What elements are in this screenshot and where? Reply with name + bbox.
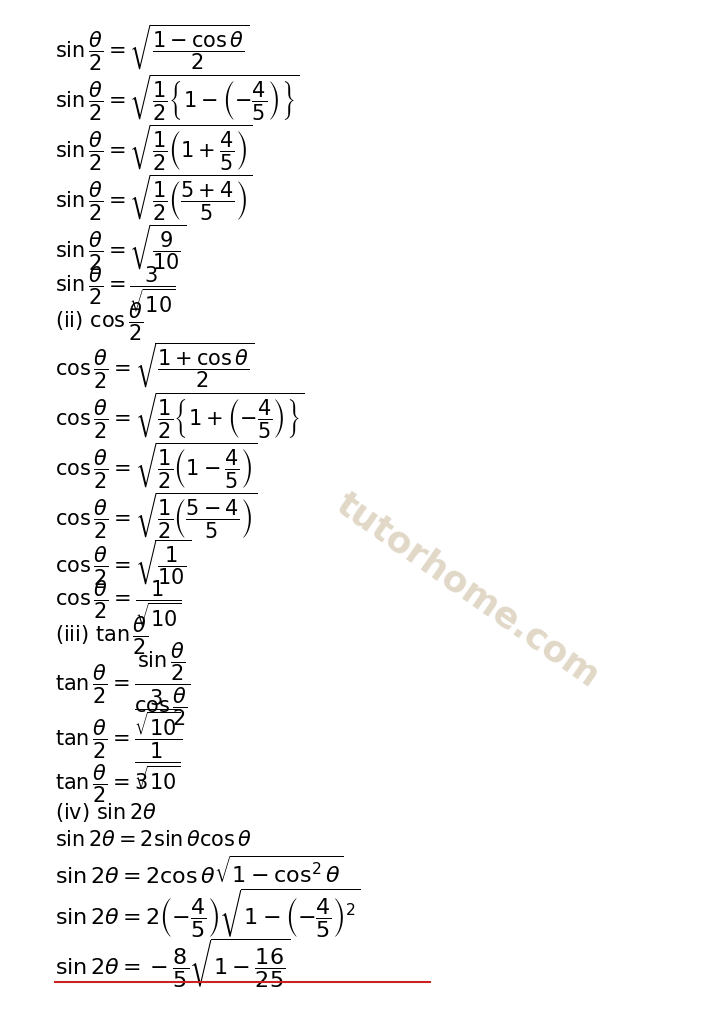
- Text: $\cos\dfrac{\theta}{2} = \sqrt{\dfrac{1+\cos\theta}{2}}$: $\cos\dfrac{\theta}{2} = \sqrt{\dfrac{1+…: [55, 341, 255, 391]
- Text: $\tan\dfrac{\theta}{2} = 3$: $\tan\dfrac{\theta}{2} = 3$: [55, 762, 148, 805]
- Text: $\sin 2\theta = -\dfrac{8}{5}\sqrt{1-\dfrac{16}{25}}$: $\sin 2\theta = -\dfrac{8}{5}\sqrt{1-\df…: [55, 937, 291, 989]
- Text: $\sin 2\theta = 2 \sin \theta \cos \theta$: $\sin 2\theta = 2 \sin \theta \cos \thet…: [55, 830, 252, 850]
- Text: (iv) $\sin 2\theta$: (iv) $\sin 2\theta$: [55, 800, 157, 824]
- Text: $\sin\dfrac{\theta}{2} = \sqrt{\dfrac{1}{2}\left\{1-\left(-\dfrac{4}{5}\right)\r: $\sin\dfrac{\theta}{2} = \sqrt{\dfrac{1}…: [55, 73, 300, 123]
- Text: tutorhome.com: tutorhome.com: [330, 487, 606, 694]
- Text: $\cos\dfrac{\theta}{2} = \sqrt{\dfrac{1}{2}\left(1-\dfrac{4}{5}\right)}$: $\cos\dfrac{\theta}{2} = \sqrt{\dfrac{1}…: [55, 441, 258, 491]
- Text: $\sin\dfrac{\theta}{2} = \sqrt{\dfrac{1}{2}\left(1+\dfrac{4}{5}\right)}$: $\sin\dfrac{\theta}{2} = \sqrt{\dfrac{1}…: [55, 123, 252, 173]
- Text: $\tan\dfrac{\theta}{2} = \dfrac{\dfrac{3}{\sqrt{10}}}{\dfrac{1}{\sqrt{10}}}$: $\tan\dfrac{\theta}{2} = \dfrac{\dfrac{3…: [55, 688, 183, 792]
- Text: $\cos\dfrac{\theta}{2} = \sqrt{\dfrac{1}{10}}$: $\cos\dfrac{\theta}{2} = \sqrt{\dfrac{1}…: [55, 538, 192, 588]
- Text: $\cos\dfrac{\theta}{2} = \sqrt{\dfrac{1}{2}\left\{1+\left(-\dfrac{4}{5}\right)\r: $\cos\dfrac{\theta}{2} = \sqrt{\dfrac{1}…: [55, 391, 305, 441]
- Text: $\sin\dfrac{\theta}{2} = \sqrt{\dfrac{1}{2}\left(\dfrac{5+4}{5}\right)}$: $\sin\dfrac{\theta}{2} = \sqrt{\dfrac{1}…: [55, 173, 252, 223]
- Text: $\tan\dfrac{\theta}{2} = \dfrac{\sin\dfrac{\theta}{2}}{\cos\dfrac{\theta}{2}}$: $\tan\dfrac{\theta}{2} = \dfrac{\sin\dfr…: [55, 640, 191, 728]
- Text: $\sin 2\theta = 2\left(-\dfrac{4}{5}\right)\sqrt{1-\left(-\dfrac{4}{5}\right)^2}: $\sin 2\theta = 2\left(-\dfrac{4}{5}\rig…: [55, 887, 361, 940]
- Text: $\sin\dfrac{\theta}{2} = \sqrt{\dfrac{9}{10}}$: $\sin\dfrac{\theta}{2} = \sqrt{\dfrac{9}…: [55, 223, 186, 273]
- Text: (iii) $\tan\dfrac{\theta}{2}$: (iii) $\tan\dfrac{\theta}{2}$: [55, 615, 148, 658]
- Text: (ii) $\cos\dfrac{\theta}{2}$: (ii) $\cos\dfrac{\theta}{2}$: [55, 300, 143, 343]
- Text: $\sin\dfrac{\theta}{2} = \dfrac{3}{\sqrt{10}}$: $\sin\dfrac{\theta}{2} = \dfrac{3}{\sqrt…: [55, 265, 176, 316]
- Text: $\sin\dfrac{\theta}{2} = \sqrt{\dfrac{1-\cos\theta}{2}}$: $\sin\dfrac{\theta}{2} = \sqrt{\dfrac{1-…: [55, 22, 250, 73]
- Text: $\cos\dfrac{\theta}{2} = \sqrt{\dfrac{1}{2}\left(\dfrac{5-4}{5}\right)}$: $\cos\dfrac{\theta}{2} = \sqrt{\dfrac{1}…: [55, 491, 258, 542]
- Text: $\sin 2\theta = 2 \cos \theta \sqrt{1-\cos^2 \theta}$: $\sin 2\theta = 2 \cos \theta \sqrt{1-\c…: [55, 856, 343, 888]
- Text: $\cos\dfrac{\theta}{2} = \dfrac{1}{\sqrt{10}}$: $\cos\dfrac{\theta}{2} = \dfrac{1}{\sqrt…: [55, 578, 181, 629]
